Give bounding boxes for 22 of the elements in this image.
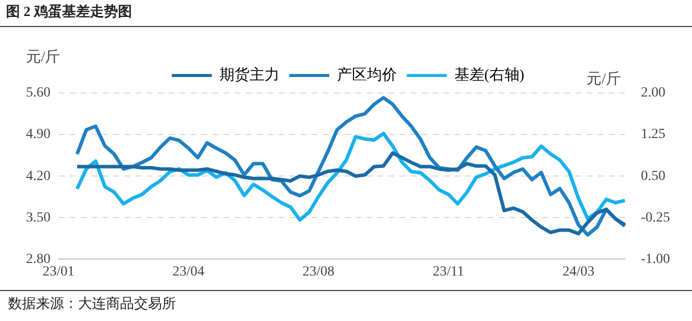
y-tick-label: 4.20: [26, 168, 50, 184]
x-tick-label: 23/08: [302, 264, 334, 280]
y-tick-label: 2.80: [26, 252, 50, 267]
y-tick-label: 4.90: [26, 127, 50, 142]
x-tick-label: 24/03: [562, 264, 594, 280]
y2-axis-title: 元/斤: [586, 70, 621, 88]
y-axis-title: 元/斤: [26, 48, 60, 66]
x-tick-label: 23/01: [42, 264, 74, 280]
y2-tick-label: 0.50: [640, 168, 666, 184]
legend-label: 期货主力: [219, 66, 280, 84]
x-tick-label: 23/11: [432, 264, 464, 280]
x-tick-label: 23/04: [172, 264, 204, 280]
chart-title: 图 2 鸡蛋基差走势图: [6, 3, 132, 21]
y2-tick-label: 1.25: [640, 127, 666, 142]
legend-label: 产区均价: [336, 66, 397, 84]
y2-tick-label: -1.00: [640, 252, 670, 267]
legend-label: 基差(右轴): [454, 66, 524, 84]
y-tick-label: 3.50: [26, 210, 50, 226]
y-tick-label: 5.60: [26, 86, 50, 101]
y2-tick-label: 2.00: [640, 86, 666, 101]
source-note: 数据来源：大连商品交易所: [8, 295, 176, 313]
y2-tick-label: -0.25: [640, 210, 670, 226]
